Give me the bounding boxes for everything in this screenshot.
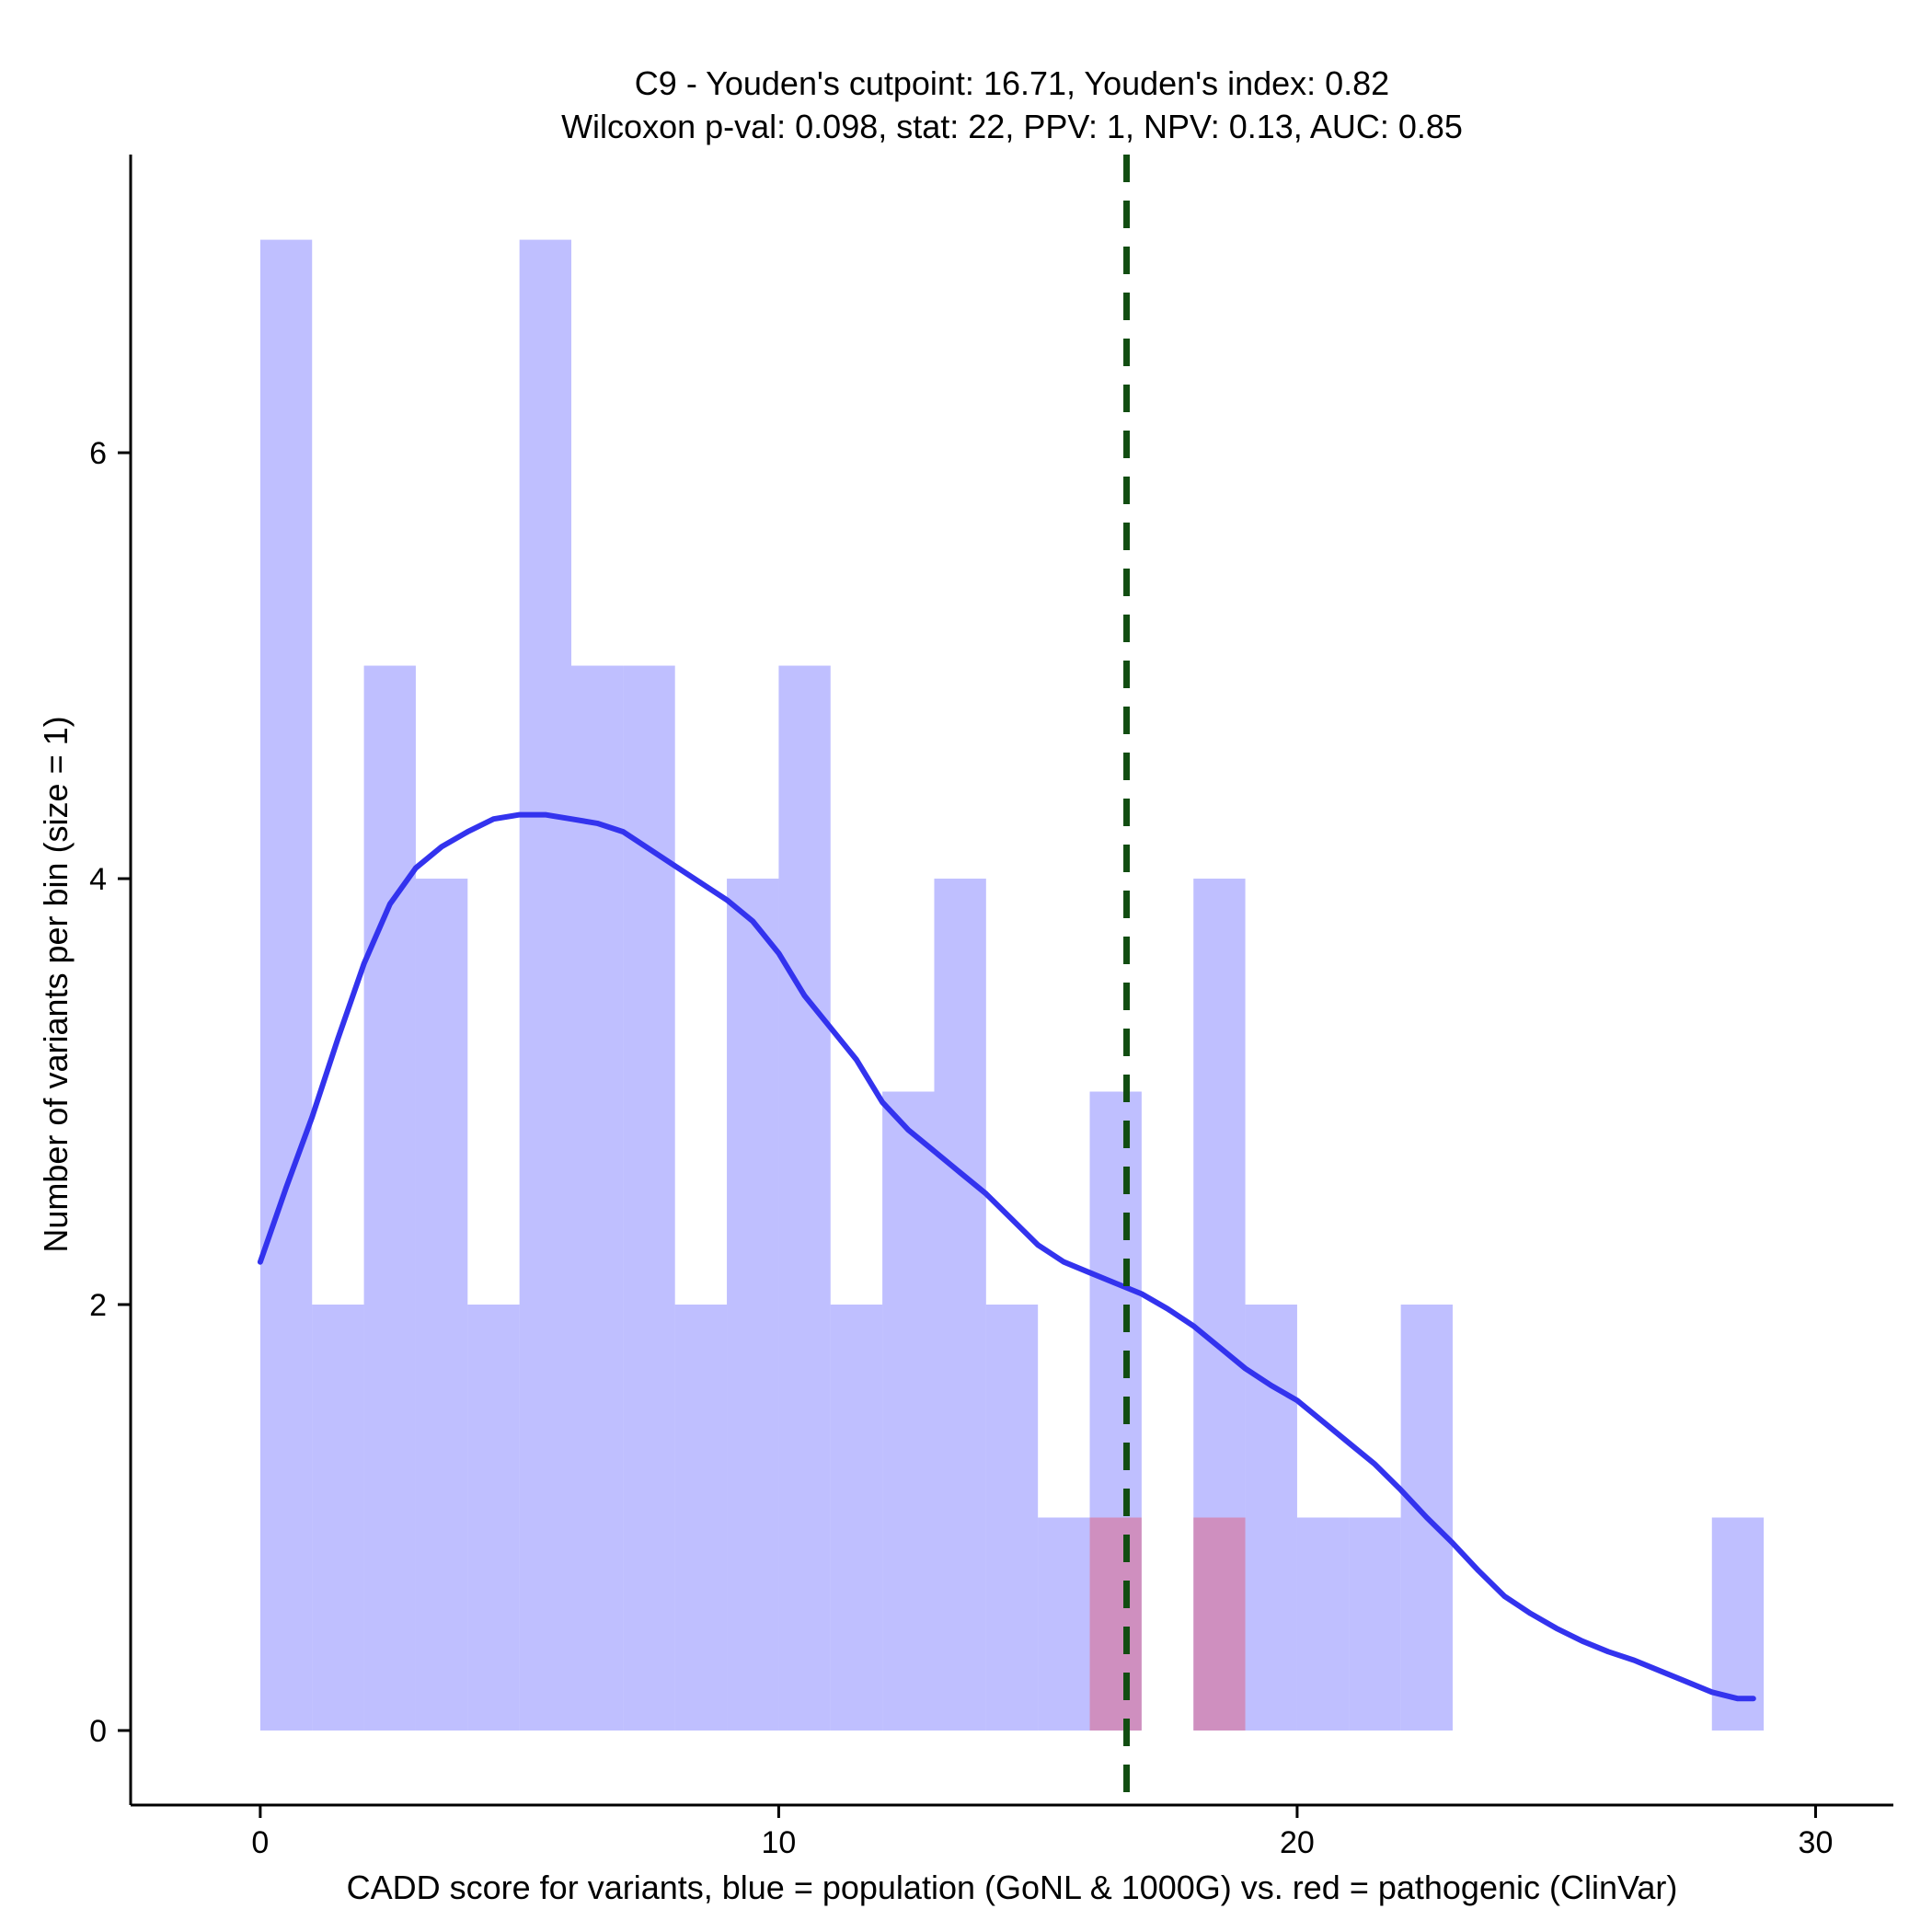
population-bar-1: [312, 1305, 364, 1731]
y-tick-label-6: 6: [89, 436, 107, 471]
population-bar-0: [259, 239, 313, 1731]
population-bar-21: [1349, 1517, 1401, 1731]
population-bar-10: [778, 665, 831, 1731]
population-bar-3: [415, 879, 468, 1731]
chart-title-line-2: Wilcoxon p-val: 0.098, stat: 22, PPV: 1,…: [561, 108, 1463, 145]
population-bar-18: [1193, 879, 1246, 1731]
density-curve: [257, 811, 1756, 1702]
population-bar-7: [623, 665, 675, 1731]
density-curve-layer: [257, 811, 1756, 1702]
histogram-bars: [259, 239, 1765, 1731]
x-axis-title: CADD score for variants, blue = populati…: [347, 1869, 1678, 1906]
x-tick-label-20: 20: [1280, 1825, 1315, 1860]
chart-title-line-1: C9 - Youden's cutpoint: 16.71, Youden's …: [635, 64, 1389, 102]
population-bar-8: [674, 1305, 728, 1731]
y-tick-label-0: 0: [89, 1714, 107, 1749]
population-bar-16: [1089, 1091, 1142, 1731]
population-bar-2: [363, 665, 416, 1731]
pathogenic-bar-18: [1193, 1517, 1246, 1731]
population-bar-12: [882, 1091, 935, 1731]
y-tick-label-2: 2: [89, 1288, 107, 1323]
population-bar-11: [830, 1305, 883, 1731]
x-tick-label-30: 30: [1799, 1825, 1834, 1860]
population-bar-4: [467, 1305, 520, 1731]
y-axis-title: Number of variants per bin (size = 1): [37, 716, 75, 1252]
population-bar-15: [1038, 1517, 1090, 1731]
population-bar-20: [1296, 1517, 1350, 1731]
axes: 0 10 20 30 0 2 4 6: [89, 155, 1893, 1860]
population-bar-6: [571, 665, 624, 1731]
pathogenic-bar-16: [1089, 1517, 1142, 1731]
y-tick-label-4: 4: [89, 862, 107, 897]
population-bar-5: [519, 239, 571, 1731]
population-bar-9: [727, 879, 779, 1731]
population-bar-13: [934, 879, 986, 1731]
population-bar-14: [985, 1305, 1039, 1731]
x-tick-label-10: 10: [761, 1825, 796, 1860]
x-tick-label-0: 0: [251, 1825, 269, 1860]
population-bar-19: [1245, 1305, 1297, 1731]
